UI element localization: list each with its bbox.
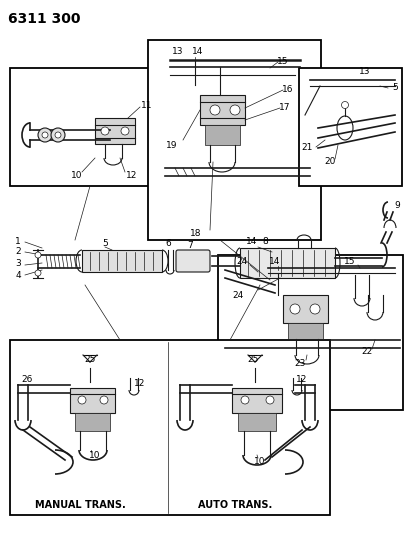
- Bar: [299, 68, 402, 186]
- Text: 25: 25: [247, 356, 259, 365]
- Circle shape: [230, 105, 240, 115]
- Text: 2: 2: [15, 247, 21, 256]
- Text: 10: 10: [254, 457, 266, 466]
- Text: 19: 19: [166, 141, 178, 149]
- Circle shape: [266, 396, 274, 404]
- Text: 20: 20: [324, 157, 336, 166]
- Bar: [205, 125, 240, 145]
- Text: 10: 10: [89, 451, 101, 461]
- Text: 3: 3: [15, 260, 21, 269]
- Circle shape: [341, 101, 348, 109]
- Text: 22: 22: [361, 348, 373, 357]
- Bar: [240, 248, 335, 278]
- Circle shape: [290, 304, 300, 314]
- Text: 16: 16: [282, 85, 294, 94]
- Bar: [10, 340, 330, 515]
- Bar: [82, 250, 162, 272]
- Text: 18: 18: [190, 229, 202, 238]
- Text: 7: 7: [187, 240, 193, 249]
- Text: 14: 14: [192, 47, 204, 56]
- Bar: [200, 95, 245, 125]
- Text: 6311 300: 6311 300: [8, 12, 80, 26]
- Text: 13: 13: [172, 47, 184, 56]
- Circle shape: [121, 127, 129, 135]
- Text: 12: 12: [134, 378, 146, 387]
- Text: 24: 24: [236, 257, 248, 266]
- Bar: [75, 413, 110, 431]
- Text: 26: 26: [21, 375, 33, 384]
- Text: 9: 9: [394, 200, 400, 209]
- Text: 15: 15: [277, 58, 289, 67]
- Bar: [95, 118, 135, 144]
- Text: 13: 13: [359, 68, 371, 77]
- Text: 23: 23: [294, 359, 306, 367]
- Circle shape: [210, 105, 220, 115]
- Text: 5: 5: [102, 239, 108, 248]
- Bar: [218, 255, 403, 410]
- Circle shape: [35, 270, 41, 276]
- Text: 6: 6: [165, 239, 171, 248]
- Text: 21: 21: [302, 143, 313, 152]
- FancyBboxPatch shape: [176, 250, 210, 272]
- Text: 1: 1: [15, 238, 21, 246]
- Circle shape: [310, 304, 320, 314]
- Text: 4: 4: [15, 271, 21, 280]
- Text: 15: 15: [344, 257, 356, 266]
- Circle shape: [100, 396, 108, 404]
- Text: 25: 25: [84, 356, 96, 365]
- Text: 5: 5: [392, 84, 398, 93]
- Bar: [10, 68, 180, 186]
- Text: 12: 12: [126, 171, 137, 180]
- Circle shape: [241, 396, 249, 404]
- Text: AUTO TRANS.: AUTO TRANS.: [198, 500, 272, 510]
- Bar: [238, 413, 276, 431]
- Bar: [148, 40, 321, 240]
- Text: 14: 14: [269, 257, 281, 266]
- Circle shape: [101, 127, 109, 135]
- Circle shape: [55, 132, 61, 138]
- Text: 11: 11: [141, 101, 153, 109]
- Bar: [232, 388, 282, 413]
- Circle shape: [42, 132, 48, 138]
- Text: 12: 12: [296, 376, 308, 384]
- Circle shape: [38, 128, 52, 142]
- Circle shape: [78, 396, 86, 404]
- Text: MANUAL TRANS.: MANUAL TRANS.: [35, 500, 125, 510]
- Text: 10: 10: [71, 172, 83, 181]
- Bar: [288, 323, 323, 339]
- Bar: [70, 388, 115, 413]
- Text: 14: 14: [246, 238, 258, 246]
- Bar: [283, 295, 328, 323]
- Text: 24: 24: [233, 290, 244, 300]
- Circle shape: [35, 252, 41, 258]
- Text: 8: 8: [262, 238, 268, 246]
- Text: 17: 17: [279, 103, 291, 112]
- Circle shape: [51, 128, 65, 142]
